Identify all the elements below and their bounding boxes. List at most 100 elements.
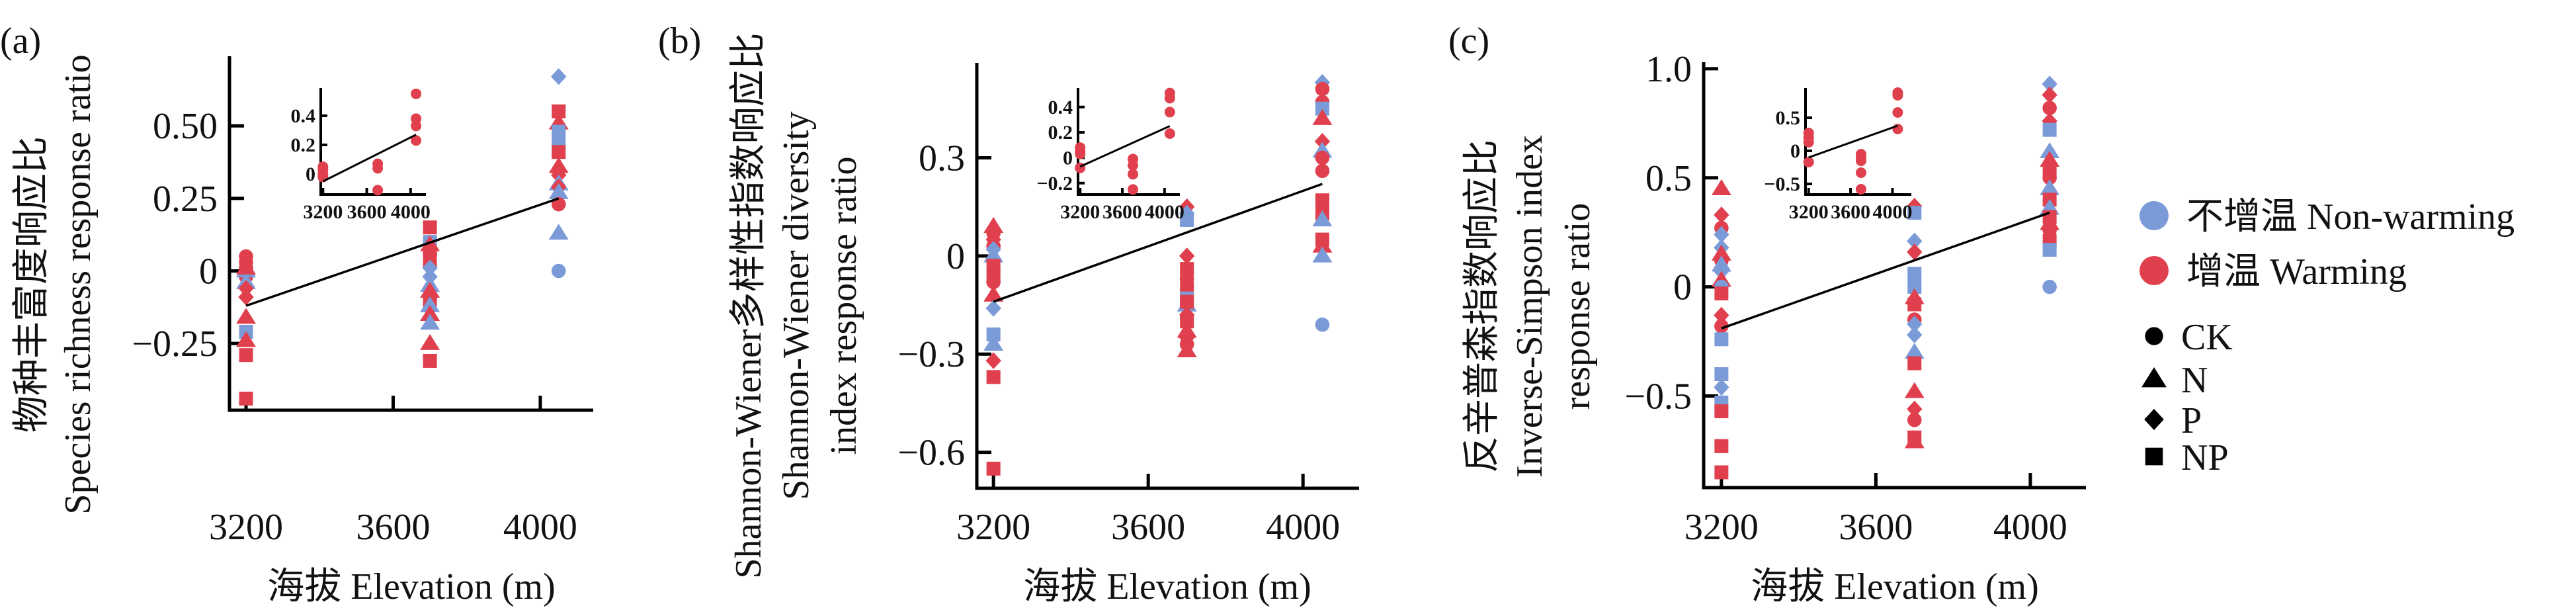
y-tick-label: −0.3	[897, 334, 965, 375]
legend-swatch-warming	[2140, 256, 2169, 285]
data-point	[986, 328, 1001, 342]
y-tick-label: 0	[1673, 267, 1692, 308]
x-tick-label: 4000	[1993, 507, 2067, 548]
panel-b: (b) Shannon-Wiener多样性指数响应比 Shannon-Wiene…	[658, 21, 1359, 607]
data-point	[983, 285, 1004, 302]
x-tick-label: 3200	[956, 507, 1030, 548]
data-point	[548, 157, 569, 173]
y-axis-title-line: Inverse-Simpson index	[1509, 135, 1550, 478]
data-point	[551, 67, 567, 85]
data-point	[2042, 279, 2057, 294]
data-point	[1177, 341, 1197, 358]
legend-square-icon	[2145, 447, 2163, 466]
x-tick-label: 4000	[503, 507, 577, 548]
data-point	[1907, 356, 1922, 371]
y-axis-title-line: index response ratio	[823, 157, 864, 455]
data-point	[1904, 343, 1925, 359]
y-tick-label: 0.3	[919, 138, 965, 179]
y-tick-label: 0.5	[1645, 158, 1692, 199]
data-point	[2042, 86, 2057, 104]
data-point	[1714, 378, 1729, 396]
inset-data-point	[1803, 157, 1814, 167]
inset-data-point	[1892, 107, 1903, 118]
data-point	[2040, 179, 2060, 196]
data-point	[238, 280, 254, 297]
regression-line	[245, 197, 560, 307]
square-icon	[2145, 447, 2163, 466]
inset-data-point	[1892, 90, 1903, 101]
y-tick-label: −0.25	[132, 324, 218, 365]
data-point	[1315, 317, 1330, 332]
inset-data-point	[1855, 184, 1866, 195]
data-point	[548, 224, 569, 240]
inset-y-tick-label: 0	[1063, 147, 1073, 169]
inset-data-point	[1075, 148, 1086, 159]
data-point	[1180, 294, 1194, 309]
data-point	[420, 296, 440, 312]
data-point	[236, 331, 257, 347]
data-point	[2042, 243, 2057, 257]
panel-label-c: (c)	[1448, 21, 1489, 62]
inset-axis-lines	[1077, 88, 1180, 196]
legend: 不增温 Non-warming 增温 Warming CK N P NP	[2140, 197, 2514, 478]
data-point	[1907, 280, 1922, 294]
data-point	[1315, 150, 1330, 165]
data-point	[1711, 179, 1731, 196]
circle-icon	[2145, 327, 2163, 345]
x-tick-label: 3600	[1839, 507, 1913, 548]
inset-x-tick-label: 3600	[347, 201, 387, 223]
inset-data-point	[1164, 128, 1175, 139]
data-point	[1907, 315, 1923, 333]
inset-axis-lines	[1804, 88, 1911, 196]
data-point	[552, 104, 566, 118]
panel-c: (c) 反辛普森指数响应比 Inverse-Simpson index resp…	[1448, 21, 2086, 607]
y-axis-title-a: 物种丰富度响应比 Species richness response ratio	[11, 54, 99, 514]
data-point	[238, 288, 254, 306]
data-point	[2042, 223, 2057, 238]
data-point	[239, 348, 253, 363]
data-point	[983, 335, 1004, 351]
data-point	[1714, 439, 1729, 453]
data-point	[1907, 412, 1922, 427]
inset-data-point	[1803, 137, 1814, 148]
inset-data-point	[411, 88, 422, 99]
data-point	[1314, 132, 1331, 150]
y-axis-title-line: Shannon-Wiener多样性指数响应比	[728, 32, 769, 578]
legend-label-ck: CK	[2181, 317, 2233, 358]
y-tick-label: 0.50	[153, 106, 218, 147]
inset-data-point	[372, 185, 384, 196]
data-point	[1312, 236, 1333, 253]
inset-y-tick-label: −0.2	[1036, 173, 1073, 195]
data-point	[239, 391, 253, 406]
legend-label-np: NP	[2181, 437, 2229, 478]
data-point	[1312, 246, 1333, 263]
x-axis-title-a: 海拔 Elevation (m)	[267, 566, 555, 607]
data-point	[1315, 81, 1330, 97]
data-point	[1180, 212, 1194, 227]
legend-label-p: P	[2181, 400, 2202, 441]
data-point	[1907, 267, 1922, 281]
axis-lines	[975, 63, 1359, 490]
inset-data-point	[1892, 124, 1903, 134]
data-point	[422, 259, 438, 277]
data-point	[2042, 75, 2057, 93]
scatter-points	[236, 67, 569, 406]
panel-a: (a) 物种丰富度响应比 Species richness response r…	[0, 21, 593, 607]
data-point	[1714, 404, 1729, 419]
panel-label-b: (b)	[658, 21, 701, 62]
regression-line	[1721, 211, 2050, 329]
data-point	[1904, 432, 1925, 449]
x-tick-label: 3200	[1684, 507, 1759, 548]
inset-data-point	[1127, 169, 1138, 180]
data-point	[423, 353, 437, 368]
data-point	[1315, 193, 1329, 208]
legend-label-non-warming: 不增温 Non-warming	[2186, 197, 2514, 238]
x-tick-label: 3600	[356, 507, 430, 548]
data-point	[983, 246, 1004, 263]
x-tick-label: 3600	[1111, 507, 1185, 548]
data-point	[1714, 306, 1729, 324]
inset-x-tick-label: 3600	[1831, 201, 1870, 223]
y-axis-title-line: 反辛普森指数响应比	[1462, 140, 1503, 473]
data-point	[551, 263, 566, 279]
data-point	[986, 275, 1001, 290]
